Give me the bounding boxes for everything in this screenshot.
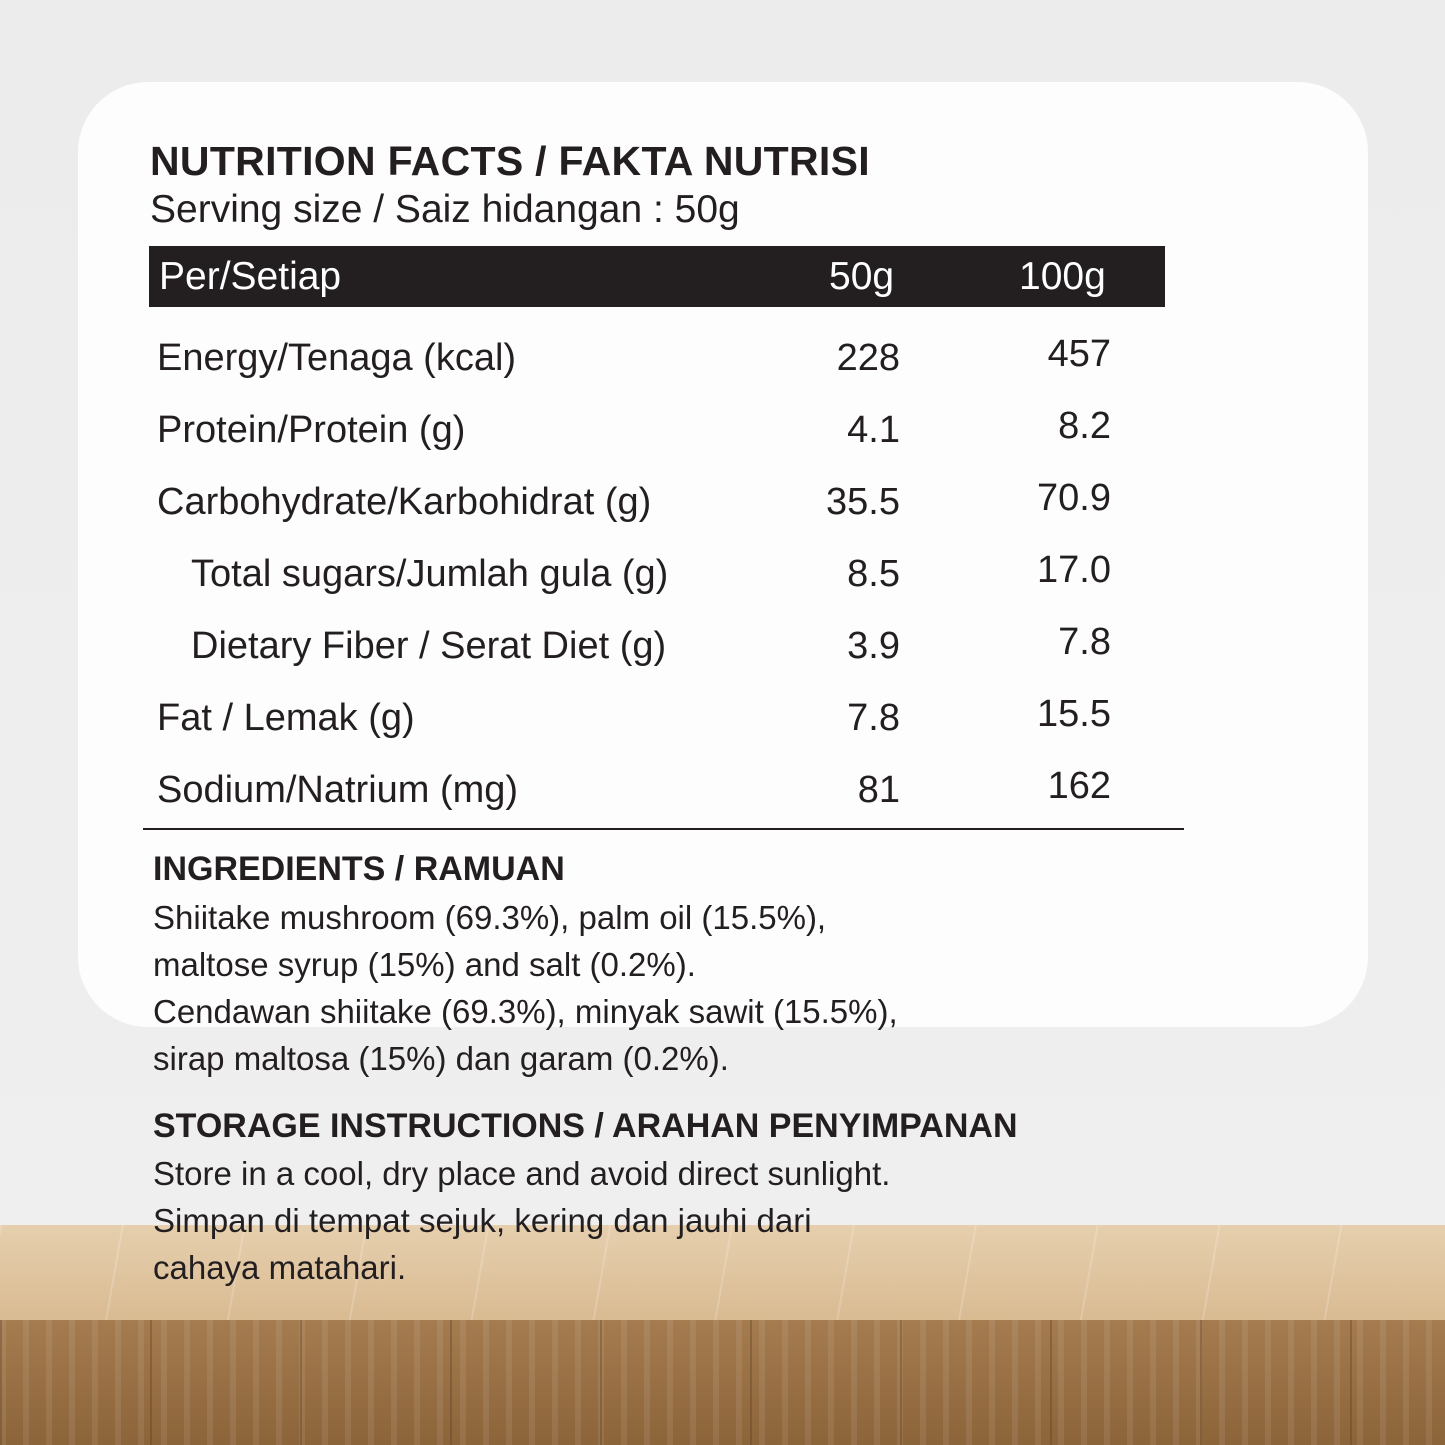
wooden-table-top xyxy=(0,1225,1445,1320)
ingredients-line: Cendawan shiitake (69.3%), minyak sawit … xyxy=(153,993,898,1030)
value-per-100g: 457 xyxy=(1047,333,1111,375)
wooden-table-front xyxy=(0,1320,1445,1445)
value-per-100g: 70.9 xyxy=(1037,477,1111,519)
nutrient-label: Fat / Lemak (g) xyxy=(157,697,415,739)
value-per-100g: 162 xyxy=(1047,765,1111,807)
header-100g: 100g xyxy=(1019,255,1106,298)
value-per-50g: 3.9 xyxy=(847,625,900,667)
value-per-50g: 4.1 xyxy=(847,409,900,451)
ingredients-line: maltose syrup (15%) and salt (0.2%). xyxy=(153,946,696,983)
value-per-100g: 7.8 xyxy=(1058,621,1111,663)
value-per-50g: 35.5 xyxy=(826,481,900,523)
ingredients-line: sirap maltosa (15%) dan garam (0.2%). xyxy=(153,1040,729,1077)
nutrient-label: Sodium/Natrium (mg) xyxy=(157,769,519,811)
value-per-100g: 8.2 xyxy=(1058,405,1111,447)
table-divider xyxy=(143,828,1184,830)
value-per-50g: 81 xyxy=(857,769,900,811)
nutrition-card xyxy=(78,82,1368,1027)
row-carbohydrate: Carbohydrate/Karbohidrat (g) 35.5 70.9 xyxy=(0,477,1445,531)
nutrient-label: Protein/Protein (g) xyxy=(157,409,466,451)
ingredients-line: Shiitake mushroom (69.3%), palm oil (15.… xyxy=(153,899,827,936)
ingredients-heading: INGREDIENTS / RAMUAN xyxy=(153,850,565,888)
row-energy: Energy/Tenaga (kcal) 228 457 xyxy=(0,333,1445,387)
value-per-50g: 228 xyxy=(836,337,900,379)
storage-line: Simpan di tempat sejuk, kering dan jauhi… xyxy=(153,1202,812,1239)
row-fat: Fat / Lemak (g) 7.8 15.5 xyxy=(0,693,1445,747)
nutrient-label: Energy/Tenaga (kcal) xyxy=(157,337,517,379)
nutrient-label: Total sugars/Jumlah gula (g) xyxy=(191,553,669,595)
value-per-50g: 7.8 xyxy=(847,697,900,739)
storage-line: Store in a cool, dry place and avoid dir… xyxy=(153,1155,891,1192)
serving-size: Serving size / Saiz hidangan : 50g xyxy=(150,188,740,231)
value-per-100g: 15.5 xyxy=(1037,693,1111,735)
value-per-100g: 17.0 xyxy=(1037,549,1111,591)
row-total-sugars: Total sugars/Jumlah gula (g) 8.5 17.0 xyxy=(0,549,1445,603)
nutrient-label: Dietary Fiber / Serat Diet (g) xyxy=(191,625,667,667)
row-dietary-fiber: Dietary Fiber / Serat Diet (g) 3.9 7.8 xyxy=(0,621,1445,675)
row-protein: Protein/Protein (g) 4.1 8.2 xyxy=(0,405,1445,459)
nutrition-title: NUTRITION FACTS / FAKTA NUTRISI xyxy=(150,138,870,184)
table-header: Per/Setiap 50g 100g xyxy=(149,246,1165,307)
storage-line: cahaya matahari. xyxy=(153,1249,407,1286)
header-50g: 50g xyxy=(829,255,895,298)
value-per-50g: 8.5 xyxy=(847,553,900,595)
header-per: Per/Setiap xyxy=(159,255,342,298)
row-sodium: Sodium/Natrium (mg) 81 162 xyxy=(0,765,1445,819)
storage-heading: STORAGE INSTRUCTIONS / ARAHAN PENYIMPANA… xyxy=(153,1107,1018,1145)
nutrient-label: Carbohydrate/Karbohidrat (g) xyxy=(157,481,652,523)
